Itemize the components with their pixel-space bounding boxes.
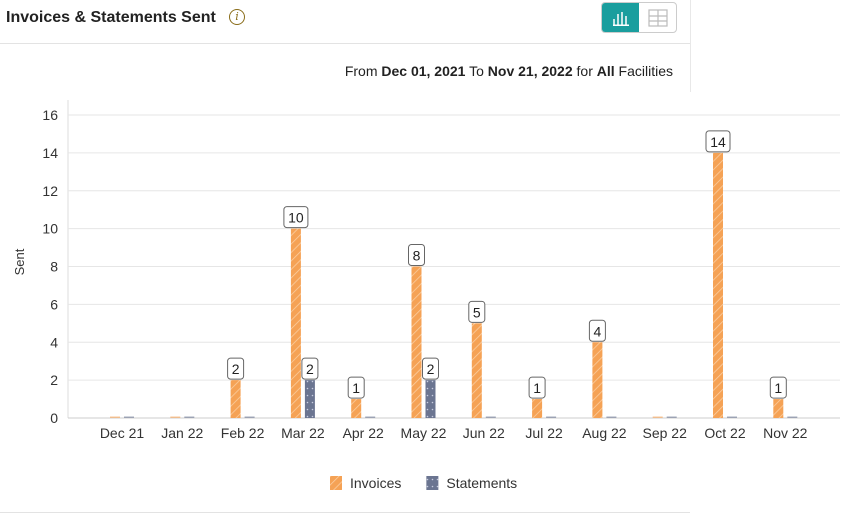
data-label-box — [468, 300, 486, 323]
data-label-box — [283, 206, 309, 229]
invoices-bar[interactable] — [351, 399, 362, 418]
divider — [0, 512, 690, 513]
page-title: Invoices & Statements Sent — [6, 9, 216, 26]
divider — [690, 0, 691, 92]
invoices-bar[interactable] — [290, 228, 301, 418]
y-tick-label: 0 — [50, 410, 58, 426]
x-tick-label: Jul 22 — [525, 425, 563, 441]
statements-bar[interactable] — [365, 416, 376, 419]
statements-bar[interactable] — [666, 416, 677, 419]
y-tick-label: 8 — [50, 259, 58, 275]
data-label-box — [588, 319, 606, 342]
x-tick-label: Dec 21 — [100, 425, 145, 441]
x-tick-label: Apr 22 — [343, 425, 384, 441]
x-tick-label: Feb 22 — [221, 425, 265, 441]
statements-bar[interactable] — [787, 416, 798, 419]
table-icon[interactable] — [639, 3, 676, 32]
x-tick-label: Nov 22 — [763, 425, 808, 441]
invoices-bar[interactable] — [411, 266, 422, 419]
x-tick-label: Mar 22 — [281, 425, 325, 441]
x-tick-label: Sep 22 — [643, 425, 688, 441]
statements-bar[interactable] — [184, 416, 195, 419]
statements-bar[interactable] — [124, 416, 134, 419]
statements-bar[interactable] — [546, 416, 557, 419]
data-label: 10 — [288, 210, 304, 226]
x-tick-label: Jan 22 — [161, 425, 203, 441]
invoices-bar[interactable] — [170, 416, 181, 419]
invoices-bar[interactable] — [652, 416, 663, 419]
x-tick-label: Aug 22 — [582, 425, 627, 441]
statements-bar[interactable] — [606, 416, 617, 419]
data-label-box — [769, 376, 787, 399]
data-label-box — [422, 357, 439, 380]
y-tick-label: 16 — [42, 107, 58, 123]
statements-bar[interactable] — [727, 416, 737, 419]
y-tick-label: 2 — [50, 372, 58, 388]
y-tick-label: 10 — [42, 221, 58, 237]
statements-bar[interactable] — [304, 380, 315, 418]
data-label-box — [528, 376, 546, 399]
invoices-bar[interactable] — [230, 380, 241, 418]
bar-chart-icon[interactable] — [602, 3, 639, 32]
invoices-bar[interactable] — [713, 152, 723, 418]
view-toggle — [601, 2, 677, 33]
x-tick-label: Jun 22 — [463, 425, 505, 441]
data-label-box — [227, 357, 245, 380]
legend-item[interactable]: Invoices — [350, 475, 401, 491]
statements-bar[interactable] — [485, 416, 496, 419]
legend-item[interactable]: Statements — [446, 475, 517, 491]
statements-bar[interactable] — [425, 380, 436, 418]
invoices-bar[interactable] — [532, 399, 543, 418]
data-label: 2 — [427, 361, 435, 377]
data-label-box — [408, 244, 425, 266]
data-label: 8 — [413, 248, 421, 264]
data-label: 4 — [594, 323, 602, 339]
data-label-box — [301, 357, 319, 380]
data-label-box — [347, 376, 365, 399]
data-label: 5 — [473, 304, 481, 320]
divider — [0, 43, 690, 44]
y-tick-label: 14 — [42, 145, 58, 161]
data-label: 2 — [306, 361, 314, 377]
legend-swatch — [426, 476, 439, 490]
info-icon[interactable]: i — [229, 9, 245, 25]
data-label: 14 — [710, 134, 726, 150]
invoices-bar[interactable] — [110, 416, 120, 419]
data-label: 1 — [352, 380, 360, 396]
invoices-bar[interactable] — [773, 399, 784, 418]
y-tick-label: 12 — [42, 183, 58, 199]
y-axis-label: Sent — [12, 248, 27, 275]
data-label-box — [705, 130, 731, 153]
invoices-bar[interactable] — [592, 342, 603, 418]
date-range: From Dec 01, 2021 To Nov 21, 2022 for Al… — [344, 63, 673, 79]
invoices-bar[interactable] — [471, 323, 482, 418]
y-tick-label: 4 — [50, 334, 58, 350]
x-tick-label: Oct 22 — [704, 425, 745, 441]
y-tick-label: 6 — [50, 296, 58, 312]
legend-swatch — [330, 476, 342, 490]
x-tick-label: May 22 — [401, 425, 447, 441]
data-label: 2 — [232, 361, 240, 377]
data-label: 1 — [533, 380, 541, 396]
statements-bar[interactable] — [244, 416, 255, 419]
data-label: 1 — [774, 380, 782, 396]
